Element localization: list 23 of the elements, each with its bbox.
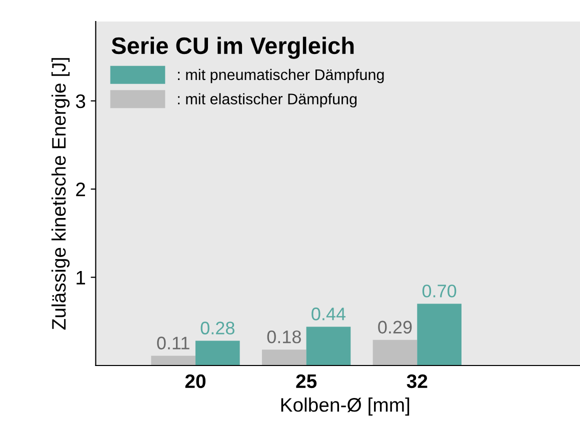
x-tick-label: 32 [406, 374, 428, 388]
data-label: 0.29 [378, 320, 412, 334]
data-label: 0.70 [422, 284, 456, 298]
bar [306, 326, 351, 366]
bar [262, 350, 306, 366]
y-axis-title: Zulässige kinetische Energie [J] [51, 58, 70, 330]
data-label: 0.11 [157, 336, 190, 350]
legend-title: Serie CU im Vergleich [112, 36, 354, 59]
bar [372, 340, 418, 366]
x-tick-label: 25 [296, 374, 317, 388]
y-tick-label: 3 [76, 94, 86, 108]
data-label: 0.28 [200, 322, 234, 334]
bar [195, 340, 240, 366]
y-tick-label: 2 [76, 182, 86, 196]
x-axis-title: Kolben-Ø [mm] [281, 398, 410, 416]
legend-label: : mit pneumatischer Dämpfung [178, 68, 384, 84]
y-tick-label: 1 [76, 270, 86, 284]
data-label: 0.44 [312, 308, 346, 320]
bar [417, 304, 462, 366]
x-tick-label: 20 [185, 374, 206, 388]
bar [151, 356, 196, 366]
legend-label: : mit elastischer Dämpfung [178, 93, 357, 108]
data-label: 0.18 [267, 330, 301, 344]
